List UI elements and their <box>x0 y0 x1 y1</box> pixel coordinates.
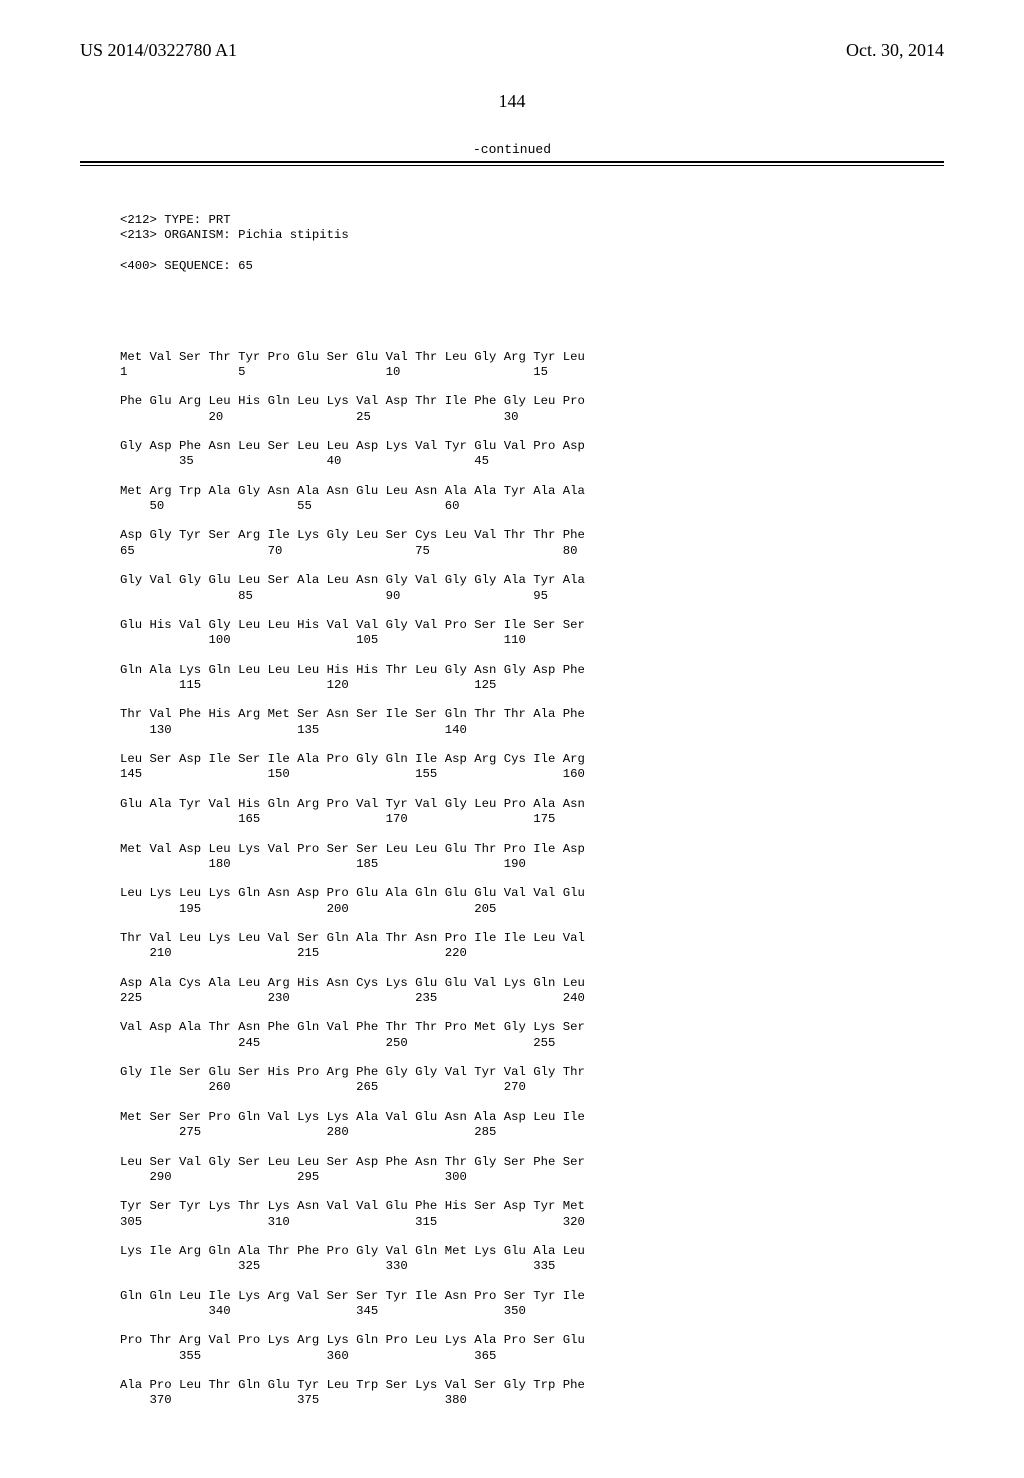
sequence-row: Gly Asp Phe Asn Leu Ser Leu Leu Asp Lys … <box>120 439 944 470</box>
position-number-line: 50 55 60 <box>120 499 944 514</box>
sequence-row: Pro Thr Arg Val Pro Lys Arg Lys Gln Pro … <box>120 1333 944 1364</box>
position-number-line: 65 70 75 80 <box>120 544 944 559</box>
position-number-line: 275 280 285 <box>120 1125 944 1140</box>
position-number-line: 100 105 110 <box>120 633 944 648</box>
sequence-row: Met Ser Ser Pro Gln Val Lys Lys Ala Val … <box>120 1110 944 1141</box>
metadata-line: <212> TYPE: PRT <box>120 213 944 228</box>
position-number-line: 195 200 205 <box>120 902 944 917</box>
sequence-row: Ala Pro Leu Thr Gln Glu Tyr Leu Trp Ser … <box>120 1378 944 1409</box>
header-row: US 2014/0322780 A1 Oct. 30, 2014 <box>80 40 944 61</box>
amino-acid-line: Glu His Val Gly Leu Leu His Val Val Gly … <box>120 618 944 633</box>
sequence-row: Leu Lys Leu Lys Gln Asn Asp Pro Glu Ala … <box>120 886 944 917</box>
amino-acid-line: Met Ser Ser Pro Gln Val Lys Lys Ala Val … <box>120 1110 944 1125</box>
amino-acid-line: Glu Ala Tyr Val His Gln Arg Pro Val Tyr … <box>120 797 944 812</box>
amino-acid-line: Gln Gln Leu Ile Lys Arg Val Ser Ser Tyr … <box>120 1289 944 1304</box>
amino-acid-line: Leu Ser Asp Ile Ser Ile Ala Pro Gly Gln … <box>120 752 944 767</box>
sequence-row: Thr Val Phe His Arg Met Ser Asn Ser Ile … <box>120 707 944 738</box>
sequence-row: Thr Val Leu Lys Leu Val Ser Gln Ala Thr … <box>120 931 944 962</box>
page-number: 144 <box>80 91 944 112</box>
metadata-line: <400> SEQUENCE: 65 <box>120 259 944 274</box>
amino-acid-line: Ala Pro Leu Thr Gln Glu Tyr Leu Trp Ser … <box>120 1378 944 1393</box>
position-number-line: 180 185 190 <box>120 857 944 872</box>
position-number-line: 165 170 175 <box>120 812 944 827</box>
continued-label: -continued <box>80 142 944 157</box>
sequence-row: Leu Ser Asp Ile Ser Ile Ala Pro Gly Gln … <box>120 752 944 783</box>
position-number-line: 325 330 335 <box>120 1259 944 1274</box>
position-number-line: 115 120 125 <box>120 678 944 693</box>
amino-acid-line: Thr Val Leu Lys Leu Val Ser Gln Ala Thr … <box>120 931 944 946</box>
sequence-row: Met Arg Trp Ala Gly Asn Ala Asn Glu Leu … <box>120 484 944 515</box>
amino-acid-line: Asp Gly Tyr Ser Arg Ile Lys Gly Leu Ser … <box>120 528 944 543</box>
amino-acid-line: Phe Glu Arg Leu His Gln Leu Lys Val Asp … <box>120 394 944 409</box>
sequence-row: Gln Gln Leu Ile Lys Arg Val Ser Ser Tyr … <box>120 1289 944 1320</box>
amino-acid-line: Gly Ile Ser Glu Ser His Pro Arg Phe Gly … <box>120 1065 944 1080</box>
position-number-line: 260 265 270 <box>120 1080 944 1095</box>
sequence-row: Glu Ala Tyr Val His Gln Arg Pro Val Tyr … <box>120 797 944 828</box>
top-rule-thick <box>80 161 944 163</box>
sequence-row: Met Val Ser Thr Tyr Pro Glu Ser Glu Val … <box>120 350 944 381</box>
publication-number: US 2014/0322780 A1 <box>80 40 237 61</box>
amino-acid-line: Met Arg Trp Ala Gly Asn Ala Asn Glu Leu … <box>120 484 944 499</box>
amino-acid-line: Leu Ser Val Gly Ser Leu Leu Ser Asp Phe … <box>120 1155 944 1170</box>
amino-acid-line: Tyr Ser Tyr Lys Thr Lys Asn Val Val Glu … <box>120 1199 944 1214</box>
position-number-line: 85 90 95 <box>120 589 944 604</box>
position-number-line: 1 5 10 15 <box>120 365 944 380</box>
sequence-row: Gly Val Gly Glu Leu Ser Ala Leu Asn Gly … <box>120 573 944 604</box>
sequence-row: Asp Gly Tyr Ser Arg Ile Lys Gly Leu Ser … <box>120 528 944 559</box>
amino-acid-line: Thr Val Phe His Arg Met Ser Asn Ser Ile … <box>120 707 944 722</box>
sequence-rows: Met Val Ser Thr Tyr Pro Glu Ser Glu Val … <box>120 350 944 1409</box>
spacer <box>120 305 944 319</box>
amino-acid-line: Lys Ile Arg Gln Ala Thr Phe Pro Gly Val … <box>120 1244 944 1259</box>
amino-acid-line: Met Val Ser Thr Tyr Pro Glu Ser Glu Val … <box>120 350 944 365</box>
amino-acid-line: Gln Ala Lys Gln Leu Leu Leu His His Thr … <box>120 663 944 678</box>
top-rule-thin <box>80 165 944 166</box>
position-number-line: 355 360 365 <box>120 1349 944 1364</box>
metadata-line: <213> ORGANISM: Pichia stipitis <box>120 228 944 243</box>
position-number-line: 130 135 140 <box>120 723 944 738</box>
position-number-line: 340 345 350 <box>120 1304 944 1319</box>
position-number-line: 225 230 235 240 <box>120 991 944 1006</box>
amino-acid-line: Pro Thr Arg Val Pro Lys Arg Lys Gln Pro … <box>120 1333 944 1348</box>
position-number-line: 305 310 315 320 <box>120 1215 944 1230</box>
sequence-row: Glu His Val Gly Leu Leu His Val Val Gly … <box>120 618 944 649</box>
sequence-row: Val Asp Ala Thr Asn Phe Gln Val Phe Thr … <box>120 1020 944 1051</box>
publication-date: Oct. 30, 2014 <box>846 40 944 61</box>
sequence-row: Lys Ile Arg Gln Ala Thr Phe Pro Gly Val … <box>120 1244 944 1275</box>
sequence-row: Phe Glu Arg Leu His Gln Leu Lys Val Asp … <box>120 394 944 425</box>
metadata-line <box>120 243 944 258</box>
sequence-row: Met Val Asp Leu Lys Val Pro Ser Ser Leu … <box>120 842 944 873</box>
amino-acid-line: Val Asp Ala Thr Asn Phe Gln Val Phe Thr … <box>120 1020 944 1035</box>
position-number-line: 290 295 300 <box>120 1170 944 1185</box>
amino-acid-line: Leu Lys Leu Lys Gln Asn Asp Pro Glu Ala … <box>120 886 944 901</box>
position-number-line: 245 250 255 <box>120 1036 944 1051</box>
sequence-row: Gln Ala Lys Gln Leu Leu Leu His His Thr … <box>120 663 944 694</box>
amino-acid-line: Gly Val Gly Glu Leu Ser Ala Leu Asn Gly … <box>120 573 944 588</box>
position-number-line: 145 150 155 160 <box>120 767 944 782</box>
position-number-line: 35 40 45 <box>120 454 944 469</box>
sequence-row: Tyr Ser Tyr Lys Thr Lys Asn Val Val Glu … <box>120 1199 944 1230</box>
amino-acid-line: Gly Asp Phe Asn Leu Ser Leu Leu Asp Lys … <box>120 439 944 454</box>
amino-acid-line: Met Val Asp Leu Lys Val Pro Ser Ser Leu … <box>120 842 944 857</box>
sequence-row: Gly Ile Ser Glu Ser His Pro Arg Phe Gly … <box>120 1065 944 1096</box>
sequence-row: Asp Ala Cys Ala Leu Arg His Asn Cys Lys … <box>120 976 944 1007</box>
position-number-line: 210 215 220 <box>120 946 944 961</box>
sequence-block: <212> TYPE: PRT<213> ORGANISM: Pichia st… <box>120 182 944 1438</box>
amino-acid-line: Asp Ala Cys Ala Leu Arg His Asn Cys Lys … <box>120 976 944 991</box>
position-number-line: 370 375 380 <box>120 1393 944 1408</box>
metadata-lines: <212> TYPE: PRT<213> ORGANISM: Pichia st… <box>120 213 944 274</box>
sequence-row: Leu Ser Val Gly Ser Leu Leu Ser Asp Phe … <box>120 1155 944 1186</box>
position-number-line: 20 25 30 <box>120 410 944 425</box>
